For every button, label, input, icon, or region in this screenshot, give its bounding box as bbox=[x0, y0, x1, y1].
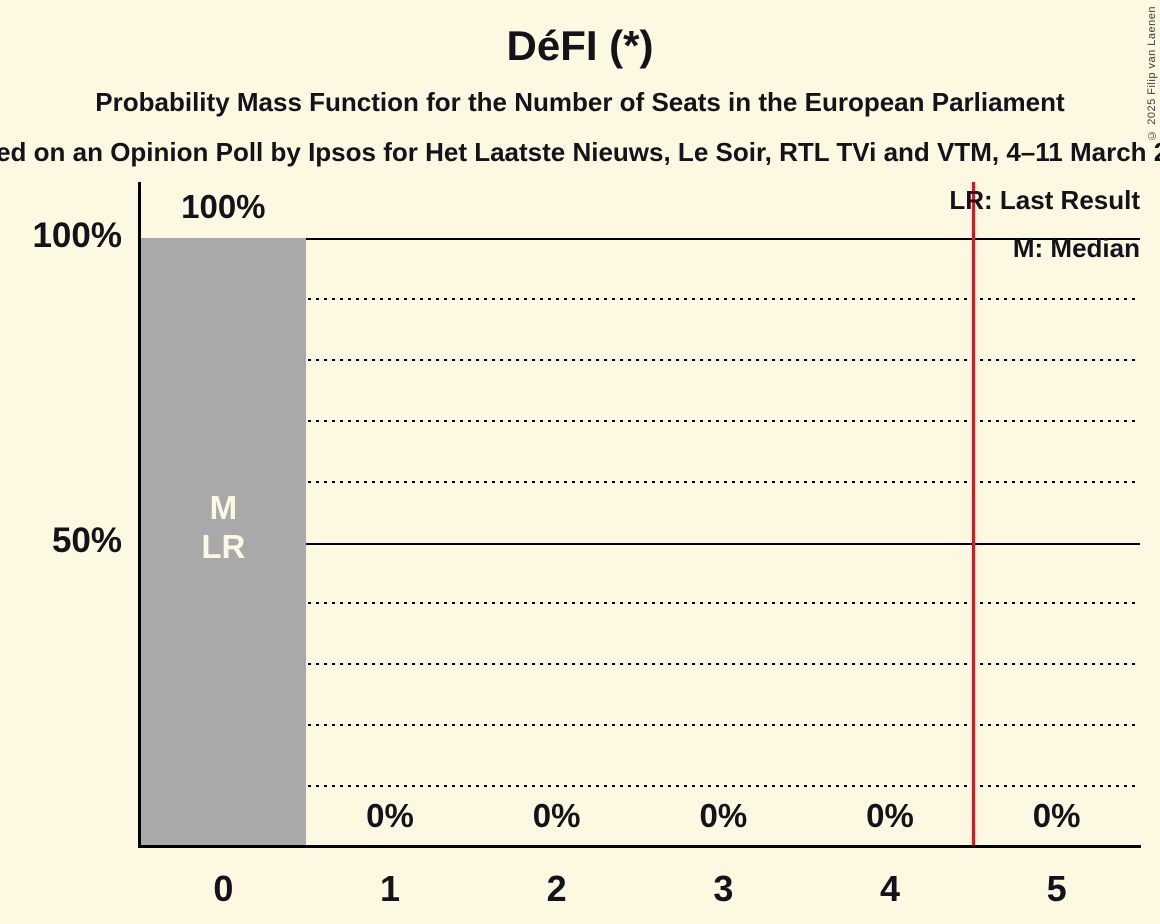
median-last-result-label: M LR bbox=[140, 488, 307, 566]
grid-line-dotted bbox=[140, 785, 1140, 788]
y-axis-label-50: 50% bbox=[51, 521, 122, 560]
y-axis-label-100: 100% bbox=[32, 216, 122, 255]
probability-bar bbox=[141, 238, 306, 847]
x-axis-line bbox=[138, 845, 1141, 848]
bar-value-label: 0% bbox=[866, 797, 914, 834]
x-tick-label: 3 bbox=[713, 868, 734, 909]
x-tick-label: 2 bbox=[546, 868, 567, 909]
bar-value-label: 0% bbox=[699, 797, 748, 834]
x-tick-label: 0 bbox=[213, 868, 234, 909]
red-marker-line bbox=[971, 182, 975, 847]
chart-title: DéFI (*) bbox=[506, 22, 654, 69]
grid-line-dotted bbox=[140, 297, 1140, 300]
bar-annotation-line: M bbox=[209, 489, 238, 526]
grid-line-dotted bbox=[140, 724, 1140, 727]
bar-value-label: 0% bbox=[532, 797, 581, 834]
grid-line-dotted bbox=[140, 663, 1140, 666]
x-tick-label: 1 bbox=[379, 868, 400, 909]
grid-line-dotted bbox=[140, 480, 1140, 483]
chart-subtitle: Probability Mass Function for the Number… bbox=[95, 87, 1065, 117]
bar-annotation-line: LR bbox=[201, 528, 246, 565]
legend-median: M: Median bbox=[1012, 233, 1140, 263]
legend-last-result: LR: Last Result bbox=[949, 185, 1140, 215]
chart-source-line: Based on an Opinion Poll by Ipsos for He… bbox=[0, 137, 1160, 167]
x-tick-label: 4 bbox=[879, 868, 900, 909]
grid-line-solid bbox=[140, 542, 1140, 545]
grid-line-dotted bbox=[140, 419, 1140, 422]
grid-line-solid bbox=[140, 238, 1140, 240]
grid-line-dotted bbox=[140, 602, 1140, 605]
grid-line-dotted bbox=[140, 358, 1140, 361]
bar-value-label: 0% bbox=[1032, 797, 1081, 834]
copyright-note: © 2025 Filip van Laenen bbox=[1146, 6, 1158, 141]
bar-value-label: 0% bbox=[366, 797, 414, 834]
x-tick-label: 5 bbox=[1046, 868, 1067, 909]
bar-value-label: 100% bbox=[181, 188, 266, 225]
y-axis-line bbox=[138, 182, 141, 848]
